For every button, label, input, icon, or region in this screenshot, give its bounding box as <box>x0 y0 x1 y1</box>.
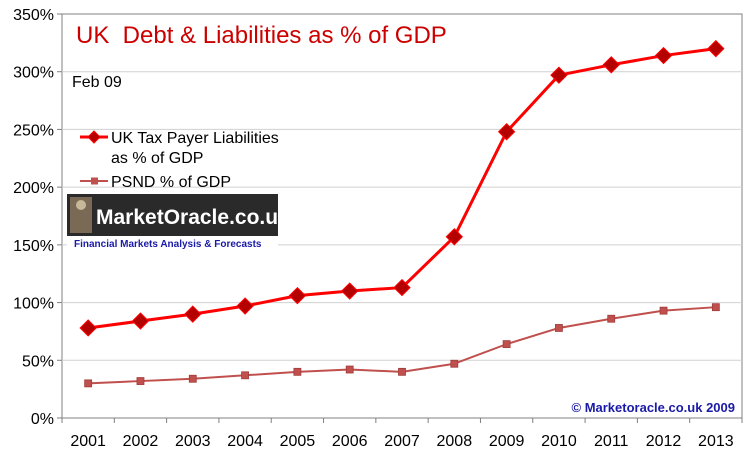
y-tick-label: 150% <box>13 238 54 255</box>
legend-label: as % of GDP <box>111 150 203 167</box>
x-tick-label: 2006 <box>332 433 368 450</box>
x-tick-label: 2003 <box>175 433 211 450</box>
x-tick-label: 2009 <box>489 433 525 450</box>
series-group <box>79 39 725 388</box>
logo-tagline-bar <box>67 236 278 250</box>
series-2 <box>84 303 720 388</box>
data-point <box>184 305 202 323</box>
x-tick-label: 2013 <box>698 433 734 450</box>
series-1 <box>79 39 725 337</box>
data-point <box>445 228 464 246</box>
logo-banner <box>67 194 278 236</box>
x-tick-label: 2004 <box>227 433 263 450</box>
x-tick-labels: 2001 2002 2003 2004 2005 2006 2007 2008 2009 2010… <box>70 433 733 450</box>
x-tick-label: 2011 <box>594 433 629 450</box>
data-point <box>79 319 97 337</box>
chart-subtitle: Feb 09 <box>72 74 122 91</box>
logo-text: MarketOracle.co.uk <box>96 206 290 229</box>
x-tick-label: 2008 <box>437 433 473 450</box>
y-tick-label: 350% <box>13 7 54 24</box>
y-tick-label: 250% <box>13 122 54 139</box>
x-tick-label: 2005 <box>280 433 316 450</box>
x-tick-label: 2012 <box>646 433 682 450</box>
data-point <box>131 312 150 330</box>
data-point <box>502 340 511 349</box>
data-point <box>711 303 720 312</box>
data-point <box>84 379 93 388</box>
y-tick-label: 100% <box>13 296 54 313</box>
data-point <box>707 39 725 58</box>
legend-item-2: PSND % of GDP <box>80 174 231 191</box>
data-point <box>398 367 406 376</box>
logo-figure-icon <box>70 197 92 233</box>
data-point <box>236 297 254 315</box>
y-tick-label: 200% <box>13 180 54 197</box>
y-tick-label: 0% <box>31 411 54 428</box>
x-tick-label: 2002 <box>123 433 159 450</box>
legend-label: PSND % of GDP <box>111 174 231 191</box>
copyright-notice: © Marketoracle.co.uk 2009 <box>572 400 736 415</box>
logo-tagline: Financial Markets Analysis & Forecasts <box>74 239 262 250</box>
x-tick-label: 2007 <box>384 433 420 450</box>
y-tick-label: 50% <box>22 353 54 370</box>
data-point <box>550 66 568 84</box>
data-point <box>288 286 307 305</box>
data-point <box>555 324 563 332</box>
legend-marker <box>87 130 101 144</box>
legend-marker <box>91 177 98 185</box>
data-point <box>345 365 354 374</box>
data-point <box>659 306 668 315</box>
data-point <box>136 377 145 385</box>
data-point <box>340 282 359 300</box>
data-point <box>450 359 459 368</box>
data-point <box>293 367 302 376</box>
chart-title: UK Debt & Liabilities as % of GDP <box>76 22 447 49</box>
gridlines <box>57 13 743 423</box>
data-point <box>602 56 620 74</box>
legend-item-1: UK Tax Payer Liabilities as % of GDP <box>80 130 279 167</box>
watermark-logo: MarketOracle.co.uk Financial Markets Ana… <box>67 194 290 250</box>
data-point <box>654 46 673 65</box>
y-tick-labels: 0% 50% 100% 150% 200% 250% 300% 350% <box>13 7 54 428</box>
data-point <box>241 371 249 380</box>
data-point <box>393 278 411 297</box>
legend-label: UK Tax Payer Liabilities <box>111 130 279 147</box>
logo-head-icon <box>76 200 86 210</box>
x-tick-label: 2010 <box>541 433 577 450</box>
x-tick-label: 2001 <box>70 433 106 450</box>
legend: UK Tax Payer Liabilities as % of GDP PSND … <box>80 130 279 191</box>
data-point <box>607 314 616 323</box>
y-tick-label: 300% <box>13 65 54 82</box>
data-point <box>188 374 197 383</box>
data-point <box>497 123 516 141</box>
